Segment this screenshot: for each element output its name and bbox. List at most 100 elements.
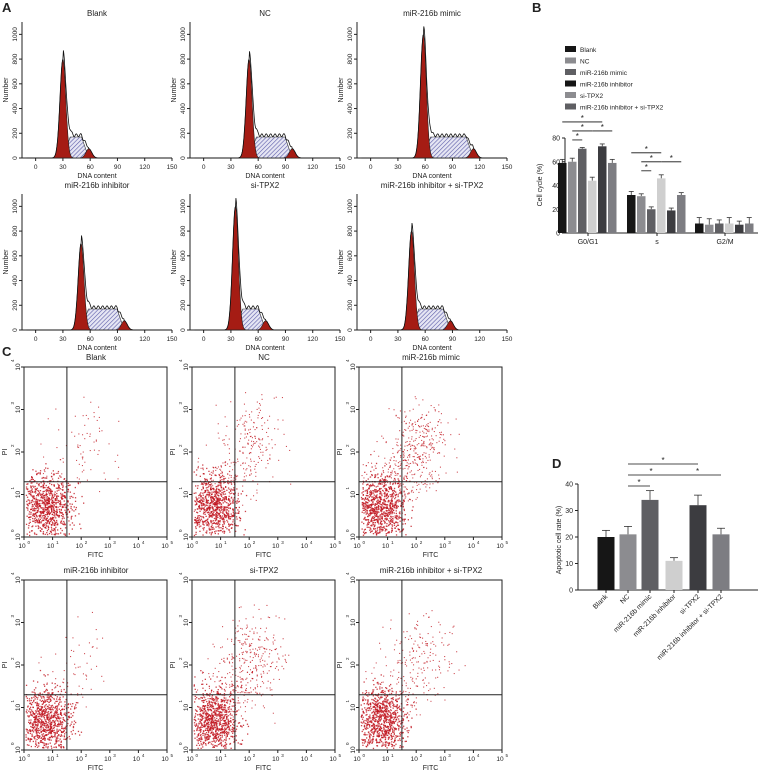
- dot: [53, 716, 55, 719]
- dot: [232, 521, 234, 523]
- dot: [71, 431, 73, 433]
- dot: [74, 674, 76, 676]
- dot: [48, 520, 50, 523]
- dot: [206, 519, 208, 521]
- dot: [50, 519, 52, 522]
- dot: [218, 527, 220, 529]
- dot: [424, 428, 426, 430]
- dot: [36, 515, 38, 517]
- dot: [405, 534, 407, 536]
- dot: [39, 705, 41, 708]
- dot: [384, 506, 386, 508]
- dot: [79, 482, 81, 484]
- dot: [60, 705, 63, 707]
- dot: [208, 505, 210, 507]
- dot: [213, 510, 216, 512]
- dot: [53, 495, 56, 497]
- dot: [40, 730, 42, 733]
- dot: [364, 519, 367, 521]
- dot: [210, 726, 213, 728]
- dot: [261, 394, 263, 396]
- dot: [381, 435, 383, 437]
- dot: [53, 517, 55, 519]
- dot: [75, 704, 77, 706]
- dot: [212, 520, 215, 522]
- dot: [40, 740, 43, 742]
- dot: [50, 705, 52, 707]
- dot: [254, 435, 256, 437]
- dot: [33, 691, 35, 693]
- y-tick-label: 200: [180, 299, 187, 310]
- dot: [413, 445, 415, 447]
- dot: [38, 483, 40, 485]
- y-tick-label: 1000: [180, 27, 187, 42]
- dot: [68, 510, 71, 513]
- dot: [202, 507, 204, 510]
- dot: [25, 739, 27, 741]
- dot: [30, 482, 32, 484]
- dot: [371, 517, 373, 520]
- x-tick-label: 10: [382, 543, 390, 550]
- dot: [220, 469, 222, 471]
- dot: [385, 441, 387, 443]
- dot: [442, 434, 444, 436]
- dot: [205, 732, 208, 734]
- dot: [205, 494, 208, 496]
- dot: [224, 731, 226, 733]
- dot: [369, 495, 371, 497]
- y-axis-label: Number: [3, 249, 10, 275]
- dot: [104, 478, 106, 480]
- dot: [385, 484, 387, 486]
- dot: [405, 480, 408, 482]
- dot: [194, 516, 196, 519]
- dot: [31, 691, 33, 693]
- dot: [392, 509, 395, 511]
- dot: [60, 496, 62, 498]
- dot: [63, 478, 66, 480]
- dot: [58, 484, 60, 486]
- dot: [374, 504, 376, 506]
- dot: [397, 494, 399, 496]
- dot: [56, 490, 58, 492]
- dot: [200, 508, 203, 510]
- dot: [379, 516, 381, 518]
- dot: [195, 485, 197, 487]
- x-tick-label: 30: [394, 336, 402, 343]
- dot: [42, 723, 44, 725]
- dot: [226, 735, 228, 737]
- dot: [215, 490, 217, 493]
- x-axis-label: FITC: [88, 552, 104, 559]
- dot: [31, 704, 33, 706]
- dot: [361, 504, 363, 506]
- dot: [53, 474, 55, 476]
- dot: [38, 736, 40, 738]
- dot: [278, 459, 280, 461]
- dot: [41, 733, 43, 736]
- dot: [54, 510, 56, 513]
- dot: [39, 490, 42, 492]
- dot: [224, 481, 226, 483]
- dot: [367, 502, 369, 504]
- x-tick-label: 30: [227, 164, 235, 171]
- dot: [250, 498, 252, 500]
- dot: [49, 732, 51, 734]
- dot: [101, 675, 103, 677]
- dot: [244, 415, 246, 417]
- dot: [219, 498, 221, 500]
- dot: [387, 468, 389, 470]
- y-tick-label: 0: [347, 328, 354, 332]
- dot: [440, 431, 442, 433]
- dot: [43, 456, 45, 458]
- dot: [34, 485, 36, 488]
- dot: [439, 437, 441, 439]
- dot: [368, 506, 370, 508]
- dot: [43, 706, 45, 708]
- dot: [63, 730, 65, 732]
- dot: [197, 516, 199, 519]
- dot: [203, 699, 205, 702]
- dot: [224, 490, 226, 493]
- dot: [371, 516, 373, 518]
- dot: [32, 478, 34, 481]
- dot: [50, 712, 52, 714]
- dot: [25, 486, 28, 488]
